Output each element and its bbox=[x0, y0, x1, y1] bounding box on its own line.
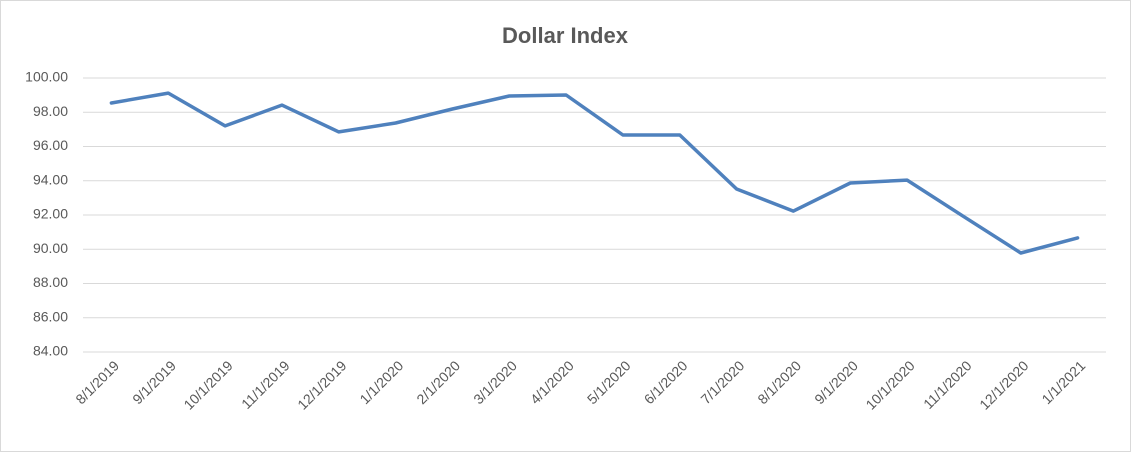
y-tick-label: 90.00 bbox=[33, 240, 68, 256]
y-tick-label: 88.00 bbox=[33, 274, 68, 290]
y-tick-label: 84.00 bbox=[33, 343, 68, 359]
y-tick-label: 92.00 bbox=[33, 206, 68, 222]
y-tick-label: 86.00 bbox=[33, 308, 68, 324]
data-line bbox=[109, 91, 1080, 255]
y-tick-label: 96.00 bbox=[33, 137, 68, 153]
y-tick-label: 100.00 bbox=[25, 69, 68, 85]
chart-title: Dollar Index bbox=[502, 23, 629, 48]
y-tick-label: 94.00 bbox=[33, 171, 68, 187]
y-tick-label: 98.00 bbox=[33, 103, 68, 119]
